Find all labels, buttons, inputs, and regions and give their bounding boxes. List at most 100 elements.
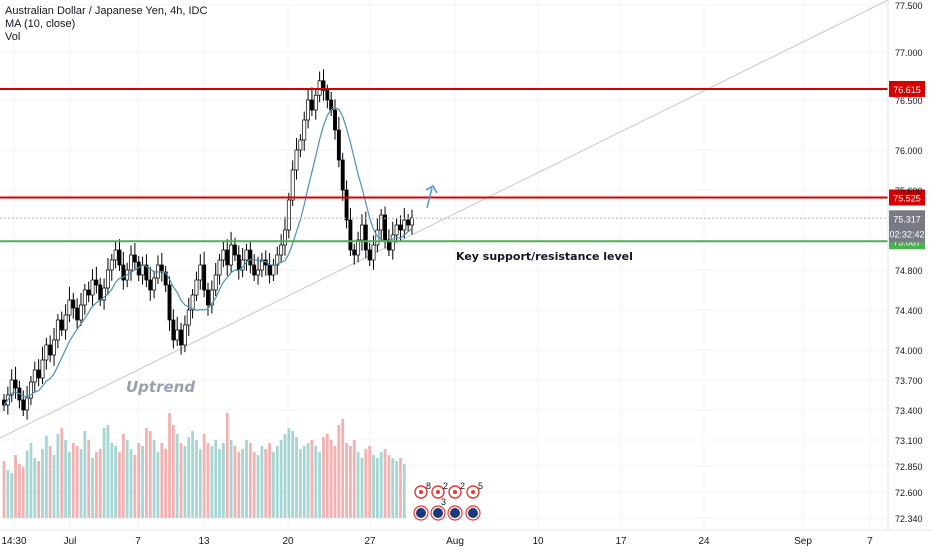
volume-bar xyxy=(333,446,337,518)
candle-body xyxy=(21,399,26,411)
volume-bar xyxy=(64,440,67,518)
candle-body xyxy=(363,224,368,251)
candle-body xyxy=(256,269,260,276)
candle-body xyxy=(252,264,257,276)
candle-body xyxy=(333,109,337,131)
level-badge-label: 76.615 xyxy=(893,85,921,95)
candle-body xyxy=(152,277,157,291)
volume-bar xyxy=(310,440,314,518)
candle-body xyxy=(259,259,264,271)
volume-bar xyxy=(60,428,64,518)
volume-bar xyxy=(399,458,402,518)
volume-bar xyxy=(298,449,302,518)
candle-body xyxy=(109,259,114,271)
volume-bar xyxy=(6,470,10,518)
candle-body xyxy=(244,249,249,261)
candle-body xyxy=(163,271,168,286)
volume-bar xyxy=(391,458,395,518)
volume-bar xyxy=(179,443,183,518)
flag-icon xyxy=(450,508,460,518)
flag-icon xyxy=(468,508,478,518)
ma-indicator-label: MA (10, close) xyxy=(5,18,76,30)
y-tick-label: 72.600 xyxy=(895,488,923,498)
volume-bar xyxy=(37,461,41,518)
candle-body xyxy=(105,269,110,289)
volume-bar xyxy=(98,449,102,518)
volume-bar xyxy=(272,452,275,518)
candle-body xyxy=(90,279,95,296)
candle-body xyxy=(190,294,195,311)
volume-bar xyxy=(268,443,271,518)
volume-bar xyxy=(302,446,306,518)
x-tick-label: 7 xyxy=(867,536,873,547)
candle-body xyxy=(283,229,287,246)
x-tick-label: 20 xyxy=(282,536,294,547)
candle-body xyxy=(383,214,388,241)
candle-body xyxy=(367,249,372,261)
candle-body xyxy=(279,244,284,256)
volume-bar xyxy=(71,443,75,518)
candle-body xyxy=(55,319,60,341)
volume-bar xyxy=(106,425,110,518)
candle-body xyxy=(98,284,103,301)
volume-bar xyxy=(345,443,348,518)
candle-body xyxy=(167,284,172,321)
volume-bar xyxy=(17,464,21,518)
volume-bar xyxy=(356,452,360,518)
x-tick-label: 17 xyxy=(615,536,627,547)
candle-body xyxy=(86,289,91,296)
volume-bar xyxy=(110,443,114,518)
volume-bar xyxy=(2,461,6,518)
candle-body xyxy=(340,159,345,191)
candle-body xyxy=(325,90,330,101)
candle-body xyxy=(410,217,414,226)
candle-body xyxy=(75,307,80,321)
flag-icon xyxy=(416,508,426,518)
candle-body xyxy=(306,99,311,121)
candle-body xyxy=(321,80,326,91)
volume-bar xyxy=(237,452,241,518)
x-tick-label: Aug xyxy=(446,536,464,547)
volume-bar xyxy=(102,428,106,518)
flag-icon xyxy=(433,508,443,518)
candle-body xyxy=(352,249,357,256)
candle-body xyxy=(79,304,83,321)
volume-bar xyxy=(214,440,218,518)
volume-bar xyxy=(137,443,141,518)
volume-bar xyxy=(349,446,352,518)
volume-bar xyxy=(29,443,33,518)
volume-bar xyxy=(175,434,179,518)
y-tick-label: 74.800 xyxy=(895,266,923,276)
volume-bar xyxy=(341,419,345,518)
volume-bar xyxy=(241,449,245,518)
candle-body xyxy=(394,224,399,236)
uptrend-annotation: Uptrend xyxy=(126,378,195,396)
volume-bar xyxy=(306,443,310,518)
event-dot xyxy=(471,490,475,494)
y-tick-label: 74.400 xyxy=(895,306,923,316)
volume-bar xyxy=(295,437,298,518)
candle-body xyxy=(182,324,187,346)
event-count: 5 xyxy=(478,481,483,491)
volume-bar xyxy=(25,450,29,518)
level-badge xyxy=(889,189,925,206)
candle-body xyxy=(236,254,241,271)
candle-body xyxy=(129,254,133,271)
volume-bar xyxy=(379,452,383,518)
candle-body xyxy=(406,219,411,226)
candle-body xyxy=(202,264,207,291)
candle-body xyxy=(275,254,280,266)
candle-body xyxy=(32,369,37,383)
volume-bar xyxy=(375,458,379,518)
y-tick-label: 72.850 xyxy=(895,462,923,472)
volume-bar xyxy=(225,413,229,518)
volume-bar xyxy=(318,452,322,518)
volume-bar xyxy=(75,446,79,518)
candle-body xyxy=(132,254,137,263)
candle-body xyxy=(356,239,361,256)
volume-bar xyxy=(114,446,118,518)
candle-body xyxy=(179,329,184,346)
volume-bar xyxy=(195,440,198,518)
volume-bar xyxy=(156,452,160,518)
